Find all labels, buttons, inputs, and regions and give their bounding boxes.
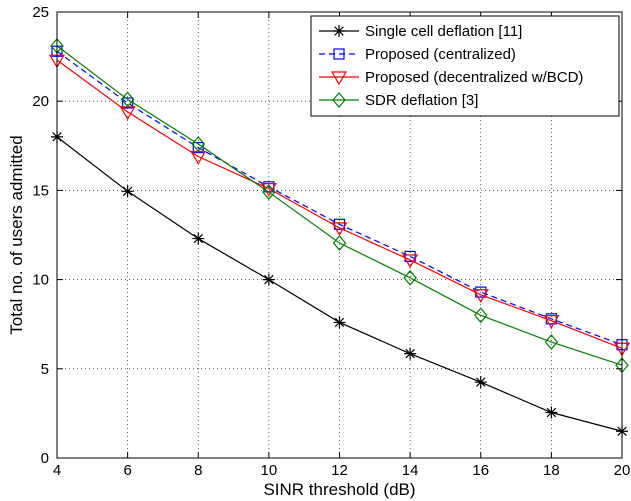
series-group [48,37,631,438]
y-tick-label: 25 [32,4,49,21]
data-point-triangle [330,71,348,86]
legend-item: SDR deflation [3] [319,92,478,109]
data-point-asterisk [121,185,134,198]
series-line [56,45,623,366]
legend: Single cell deflation [11] Proposed (cent… [310,15,620,117]
data-point-asterisk [404,347,417,360]
y-axis-label: Total no. of users admitted [7,135,26,334]
data-point-asterisk [262,273,275,286]
data-point-diamond [332,92,346,108]
data-point-diamond [544,334,559,350]
x-tick-label: 14 [402,462,419,479]
data-point-square [333,48,345,60]
data-point-square [333,218,346,230]
data-point-asterisk [474,376,487,389]
x-tick-label: 12 [331,462,348,479]
axis-ticks: 4 6 8 10 12 14 16 18 20 0 5 10 15 20 25 [32,4,630,479]
x-tick-label: 10 [261,462,278,479]
legend-item: Proposed (decentralized w/BCD) [319,69,583,86]
data-point-triangle [472,289,489,303]
x-tick-label: 16 [472,462,489,479]
data-point-triangle [331,222,348,237]
x-axis-label: SINR threshold (dB) [263,480,415,499]
y-tick-label: 20 [32,93,49,110]
legend-item: Proposed (centralized) [319,46,516,63]
data-point-diamond [332,235,347,251]
data-point-square [404,250,416,263]
series-line [56,50,623,346]
data-point-diamond [191,136,206,152]
data-point-asterisk [545,406,558,419]
legend-label: Proposed (decentralized w/BCD) [365,69,583,86]
x-tick-label: 8 [194,462,202,479]
legend-label: Single cell deflation [11] [365,23,522,40]
legend-label: SDR deflation [3] [365,92,478,109]
x-tick-label: 6 [123,462,131,479]
y-tick-label: 10 [32,272,49,289]
legend-box [310,15,620,117]
data-point-diamond [473,307,488,324]
series-4 [50,37,629,374]
data-point-diamond [403,269,417,286]
y-tick-label: 15 [32,182,49,199]
x-tick-label: 20 [614,462,631,479]
y-tick-label: 5 [41,361,49,378]
data-point-asterisk [333,316,346,329]
series-line [56,59,623,349]
data-point-diamond [120,91,135,108]
x-tick-label: 4 [53,462,61,479]
data-point-asterisk [192,232,205,245]
legend-item: Single cell deflation [11] [319,23,522,40]
data-point-asterisk [333,25,345,37]
x-tick-label: 18 [543,462,560,479]
y-tick-label: 0 [41,450,49,467]
data-point-triangle [543,315,560,329]
legend-label: Proposed (centralized) [365,46,516,63]
data-point-diamond [262,184,276,201]
data-point-triangle [402,254,419,269]
